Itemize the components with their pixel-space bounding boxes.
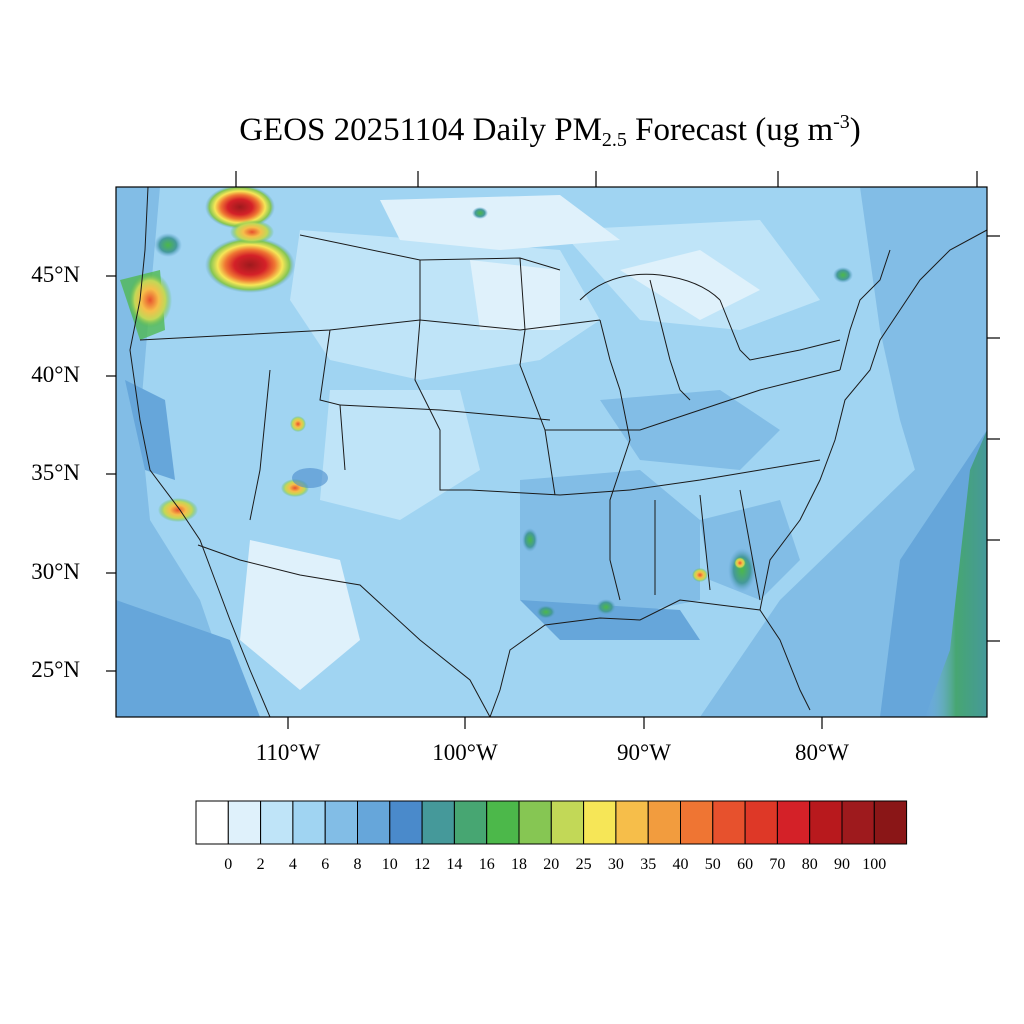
lat-label-30: 30°N	[31, 559, 80, 584]
colorbar-box	[550, 800, 585, 845]
lat-label-25: 25°N	[31, 657, 80, 682]
lon-label-90w: 90°W	[617, 740, 671, 765]
colorbar-label: 90	[834, 856, 850, 873]
colorbar-box	[583, 800, 617, 845]
colorbar-box	[841, 800, 875, 845]
colorbar-box	[292, 800, 326, 845]
colorbar-label: 16	[478, 856, 495, 873]
colorbar-label: 18	[511, 856, 527, 873]
lon-label-100w: 100°W	[432, 740, 498, 765]
colorbar-box	[712, 800, 746, 845]
colorbar-label: 0	[224, 856, 233, 873]
colorbar-box	[809, 800, 843, 845]
colorbar-label: 20	[543, 856, 560, 873]
boundaries	[129, 187, 987, 717]
lat-label-35: 35°N	[31, 460, 80, 485]
colorbar-box	[680, 800, 714, 845]
colorbar-box	[421, 800, 455, 845]
colorbar-box	[873, 800, 908, 845]
colorbar-box	[389, 800, 423, 845]
colorbar-label: 8	[353, 856, 362, 873]
colorbar-label: 50	[704, 856, 721, 873]
map-frame	[115, 186, 988, 718]
colorbar-box	[615, 800, 649, 845]
colorbar-box	[453, 800, 488, 845]
colorbar-label: 4	[288, 856, 297, 873]
colorbar-box	[647, 800, 682, 845]
colorbar-box	[324, 800, 359, 845]
tick-marks	[106, 171, 1000, 729]
colorbar-label: 2	[256, 856, 265, 873]
colorbar-label: 70	[769, 856, 786, 873]
colorbar-label: 100	[862, 856, 887, 873]
colorbar-label: 35	[640, 856, 657, 873]
colorbar-box	[776, 800, 811, 845]
colorbar-box	[227, 800, 262, 845]
lon-label-80w: 80°W	[795, 740, 849, 765]
colorbar-box	[744, 800, 778, 845]
lat-label-40: 40°N	[31, 362, 80, 387]
colorbar-box	[195, 800, 229, 845]
map-title: GEOS 20251104 Daily PM2.5 Forecast (ug m…	[239, 111, 861, 151]
colorbar-label: 60	[737, 856, 754, 873]
lon-label-110w: 110°W	[255, 740, 321, 765]
colorbar-label: 6	[321, 856, 330, 873]
colorbar-box	[518, 800, 552, 845]
colorbar-label: 30	[607, 856, 624, 873]
colorbar-box	[486, 800, 520, 845]
colorbar-box	[260, 800, 294, 845]
colorbar-label: 80	[801, 856, 818, 873]
colorbar-label: 10	[381, 856, 398, 873]
colorbar-label: 14	[446, 856, 463, 873]
colorbar-label: 40	[672, 856, 689, 873]
concentration-field	[116, 187, 987, 717]
colorbar-box	[357, 800, 391, 845]
colorbar-label: 25	[575, 856, 592, 873]
lat-label-45: 45°N	[31, 262, 80, 287]
colorbar-label: 12	[414, 856, 431, 873]
